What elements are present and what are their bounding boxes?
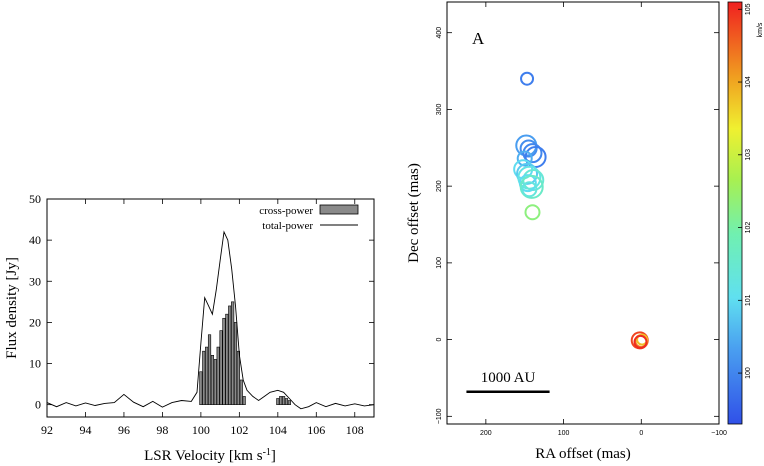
cross-power-bar	[236, 350, 240, 405]
maser-spot	[516, 150, 533, 167]
cross-power-bar	[225, 313, 229, 405]
cross-power-bar	[216, 346, 220, 405]
y-tick-label: −100	[436, 408, 443, 424]
map-y-axis-title: Dec offset (mas)	[406, 163, 422, 263]
maser-spot	[518, 174, 537, 193]
colorbar-ticks: 100 101 102 103 104 105	[738, 3, 752, 379]
colorbar-unit-label: km/s	[757, 22, 764, 37]
cross-power-bar	[282, 396, 286, 405]
maser-spot	[633, 334, 648, 349]
x-tick-label: 94	[79, 423, 91, 437]
spectrum-x-axis-title: LSR Velocity [km s-1]	[144, 447, 276, 464]
spectrum-panel: 92 94 96 98 100 102 104 106 108 0 10 20 30 40 50 cros…	[4, 192, 375, 464]
cross-power-bar	[284, 398, 289, 405]
colorbar-tick-label: 100	[745, 367, 752, 379]
colorbar-tick-label: 101	[745, 294, 752, 306]
maser-spots	[513, 71, 649, 350]
x-tick-label: 92	[41, 423, 53, 437]
x-tick-label: 104	[269, 423, 287, 437]
x-tick-label: −100	[711, 430, 727, 437]
maser-spot	[516, 162, 539, 185]
y-tick-label: 0	[35, 398, 41, 412]
y-tick-label: 30	[29, 274, 41, 288]
x-tick-label: 98	[156, 423, 168, 437]
cross-power-bar	[213, 359, 217, 405]
y-tick-label: 300	[436, 103, 443, 115]
cross-power-bar	[219, 330, 223, 405]
cross-power-bar	[205, 346, 209, 405]
velocity-colorbar	[727, 1, 743, 425]
y-tick-label: 10	[29, 357, 41, 371]
cross-power-bar	[279, 396, 283, 405]
cross-power-bar	[242, 396, 246, 405]
spectrum-y-ticks: 0 10 20 30 40 50	[29, 192, 374, 412]
y-tick-label: 20	[29, 315, 41, 329]
y-tick-label: 200	[436, 180, 443, 192]
colorbar-tick-label: 105	[745, 3, 752, 15]
x-tick-label: 100	[192, 423, 210, 437]
y-tick-label: 400	[436, 27, 443, 39]
cross-power-bar	[233, 322, 238, 405]
x-tick-label: 106	[307, 423, 325, 437]
x-tick-label: 108	[346, 423, 364, 437]
cross-power-bar	[287, 400, 291, 405]
total-power-line	[46, 230, 375, 410]
maser-spot	[519, 139, 538, 158]
x-tick-label: 0	[639, 430, 643, 437]
cross-power-bars	[199, 301, 291, 405]
scale-bar-label: 1000 AU	[481, 370, 536, 386]
legend-cross-power-swatch	[319, 204, 359, 215]
x-tick-label: 96	[118, 423, 130, 437]
map-x-ticks: 200 100 0 −100	[480, 2, 727, 437]
spectrum-y-axis-title: Flux density [Jy]	[4, 257, 20, 359]
x-tick-label: 100	[558, 430, 570, 437]
map-x-axis-title: RA offset (mas)	[535, 446, 631, 462]
y-tick-label: 40	[29, 233, 41, 247]
cross-power-bar	[276, 398, 280, 405]
cross-power-bar	[210, 355, 214, 405]
cross-power-bar	[231, 301, 235, 405]
cross-power-bar	[207, 334, 212, 405]
y-tick-label: 0	[436, 338, 443, 342]
y-tick-label: 50	[29, 192, 41, 206]
y-tick-label: 100	[436, 257, 443, 269]
colorbar-tick-label: 102	[745, 222, 752, 234]
cross-power-bar	[202, 350, 206, 405]
panel-label: A	[472, 29, 485, 48]
map-y-ticks: −100 0 100 200 300 400	[436, 27, 719, 424]
spectrum-x-ticks: 92 94 96 98 100 102 104 106 108	[41, 199, 364, 437]
colorbar-tick-label: 103	[745, 149, 752, 161]
maser-spot	[519, 174, 544, 199]
x-tick-label: 102	[230, 423, 248, 437]
colorbar-tick-label: 104	[745, 76, 752, 88]
legend-total-power-label: total-power	[262, 220, 313, 232]
cross-power-bar	[222, 317, 226, 405]
cross-power-bar	[228, 305, 232, 405]
maser-spot	[520, 71, 535, 86]
map-plot-frame	[446, 1, 720, 425]
spectrum-plot-frame	[46, 198, 375, 418]
x-tick-label: 200	[480, 430, 492, 437]
cross-power-bar	[199, 371, 203, 405]
maser-spot	[524, 204, 541, 221]
spectrum-legend: cross-power total-power	[259, 204, 359, 232]
maser-spot	[521, 181, 538, 198]
cross-power-bar	[239, 379, 243, 405]
maser-spot	[522, 143, 543, 164]
legend-cross-power-label: cross-power	[259, 205, 313, 217]
